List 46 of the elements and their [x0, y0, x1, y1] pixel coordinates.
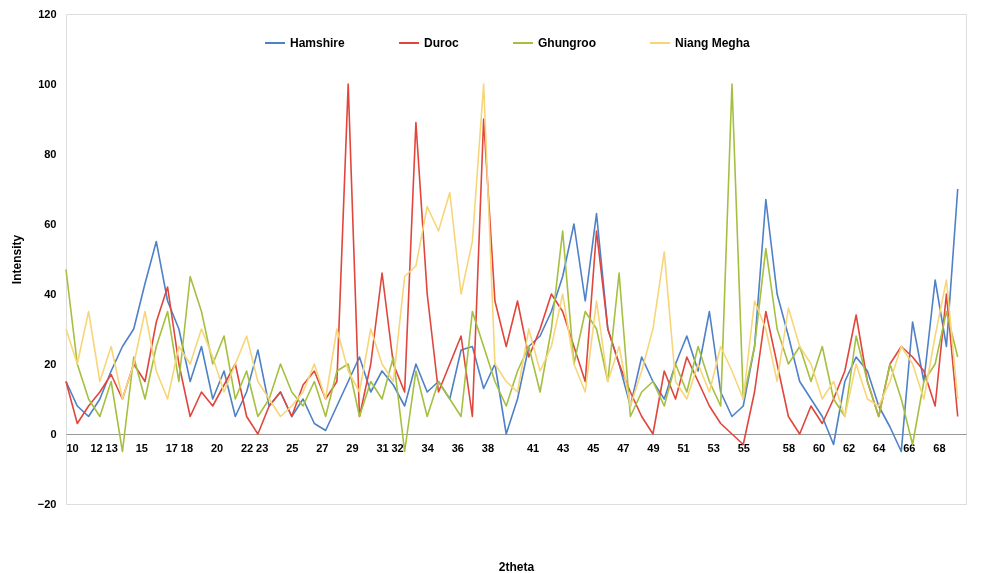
- y-tick-label: 100: [38, 77, 57, 90]
- x-tick-label: 15: [135, 441, 148, 454]
- y-tick-label: 20: [44, 357, 57, 370]
- x-tick-label: 20: [210, 441, 224, 454]
- y-tick-label: −20: [37, 497, 57, 510]
- x-tick-label: 10: [66, 441, 79, 454]
- legend-label: Hamshire: [290, 36, 346, 50]
- x-tick-label: 29: [346, 441, 359, 454]
- y-tick-label: 0: [50, 427, 57, 440]
- y-tick-label: 120: [38, 7, 57, 20]
- x-tick-label: 32: [391, 441, 404, 454]
- legend-label: Niang Megha: [675, 36, 750, 50]
- y-tick-label: 60: [44, 217, 57, 230]
- x-tick-label: 18: [180, 441, 194, 454]
- legend-label: Duroc: [424, 36, 459, 50]
- y-tick-label: 80: [44, 147, 57, 160]
- x-tick-label: 68: [933, 441, 946, 454]
- x-tick-label: 17: [165, 441, 178, 454]
- x-tick-label: 62: [842, 441, 856, 454]
- x-tick-label: 53: [707, 441, 720, 454]
- y-axis-title: Intensity: [9, 234, 24, 285]
- x-tick-label: 58: [782, 441, 796, 454]
- x-tick-label: 36: [451, 441, 464, 454]
- x-tick-label: 47: [617, 441, 630, 454]
- x-tick-label: 55: [737, 441, 750, 454]
- x-axis-title: 2theta: [498, 559, 535, 573]
- x-tick-label: 34: [421, 441, 435, 454]
- x-tick-label: 60: [812, 441, 826, 454]
- x-tick-label: 66: [903, 441, 916, 454]
- x-tick-label: 49: [647, 441, 660, 454]
- x-tick-label: 45: [587, 441, 600, 454]
- x-tick-label: 25: [286, 441, 299, 454]
- x-tick-label: 13: [105, 441, 118, 454]
- y-tick-label: 40: [44, 287, 57, 300]
- x-tick-label: 64: [873, 441, 887, 454]
- x-tick-label: 41: [526, 441, 540, 454]
- x-tick-label: 22: [240, 441, 254, 454]
- legend-label: Ghungroo: [538, 36, 596, 50]
- line-series: [65, 188, 959, 453]
- x-tick-label: 38: [481, 441, 495, 454]
- x-tick-label: 23: [256, 441, 269, 454]
- x-tick-label: 27: [316, 441, 329, 454]
- x-tick-label: 51: [677, 441, 690, 454]
- x-tick-label: 31: [376, 441, 389, 454]
- x-tick-label: 12: [90, 441, 103, 454]
- x-tick-label: 43: [557, 441, 570, 454]
